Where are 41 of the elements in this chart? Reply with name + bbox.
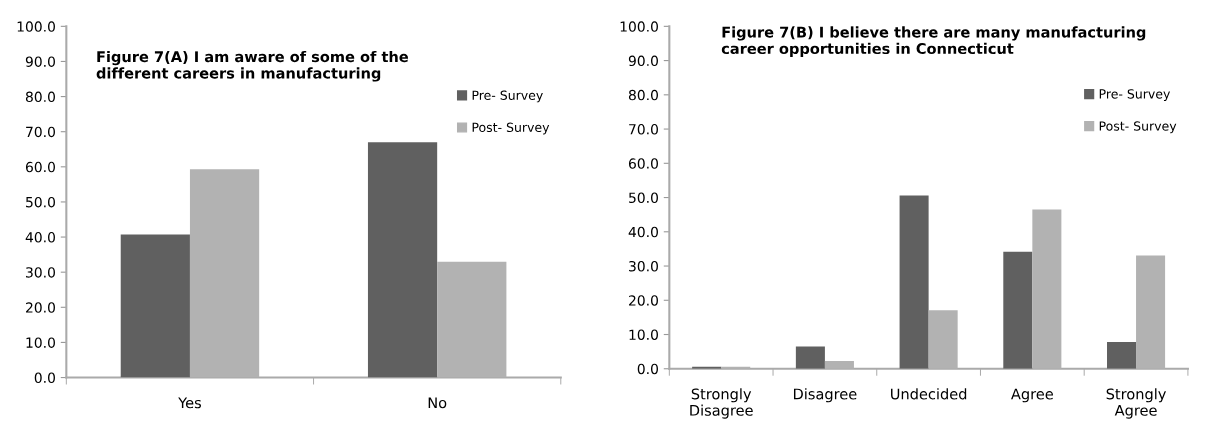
x-tick-label: Yes [178, 397, 202, 409]
x-tick-label: Strongly Disagree [690, 388, 753, 419]
x-tick-label: Disagree [793, 388, 857, 403]
y-tick-label: 10.0 [26, 337, 55, 348]
y-tick-label: 10.0 [629, 329, 658, 340]
legend-label: Pre- Survey [472, 90, 543, 103]
y-tick-label: 90.0 [628, 55, 658, 67]
y-tick-label: 40.0 [628, 226, 658, 238]
bar [899, 195, 929, 369]
y-tick-label: 100.0 [620, 21, 658, 32]
y-tick-label: 80.0 [628, 89, 658, 101]
bar [795, 346, 825, 369]
y-tick-label: 50.0 [26, 196, 55, 208]
text: Figure 7(A) I am aware of some of the different careers in manufacturing [96, 50, 408, 82]
legend-label: Pre- Survey [1099, 89, 1171, 102]
legend-label: Post- Survey [1099, 121, 1177, 134]
y-tick-label: 0.0 [637, 363, 658, 375]
y-tick-label: 20.0 [26, 302, 55, 313]
bar [1003, 251, 1033, 369]
x-tick-label: Agree [1011, 388, 1053, 403]
y-tick-label: 70.0 [629, 124, 658, 135]
x-tick-label: Strongly Agree [1106, 388, 1166, 419]
bar [120, 234, 190, 378]
y-tick-label: 40.0 [25, 232, 55, 243]
y-tick-label: 20.0 [629, 295, 658, 306]
x-tick-label: Undecided [891, 388, 967, 400]
y-tick-label: 100.0 [17, 21, 55, 32]
y-tick-label: 50.0 [629, 192, 658, 204]
y-tick-label: 60.0 [628, 158, 658, 169]
y-tick-label: 80.0 [25, 91, 55, 103]
text: Figure 7(B) I believe there are many manufacturing career opportunities in Connecticut [721, 26, 1146, 57]
y-tick-label: 30.0 [629, 261, 658, 272]
y-tick-label: 0.0 [34, 372, 55, 384]
y-tick-label: 30.0 [26, 267, 55, 278]
bar [367, 142, 438, 378]
bar [1107, 342, 1137, 369]
y-tick-label: 60.0 [25, 161, 55, 173]
legend-label: Post- Survey [472, 122, 550, 135]
y-tick-label: 90.0 [25, 56, 55, 67]
y-tick-label: 70.0 [26, 126, 55, 138]
x-tick-label: No [428, 397, 447, 409]
